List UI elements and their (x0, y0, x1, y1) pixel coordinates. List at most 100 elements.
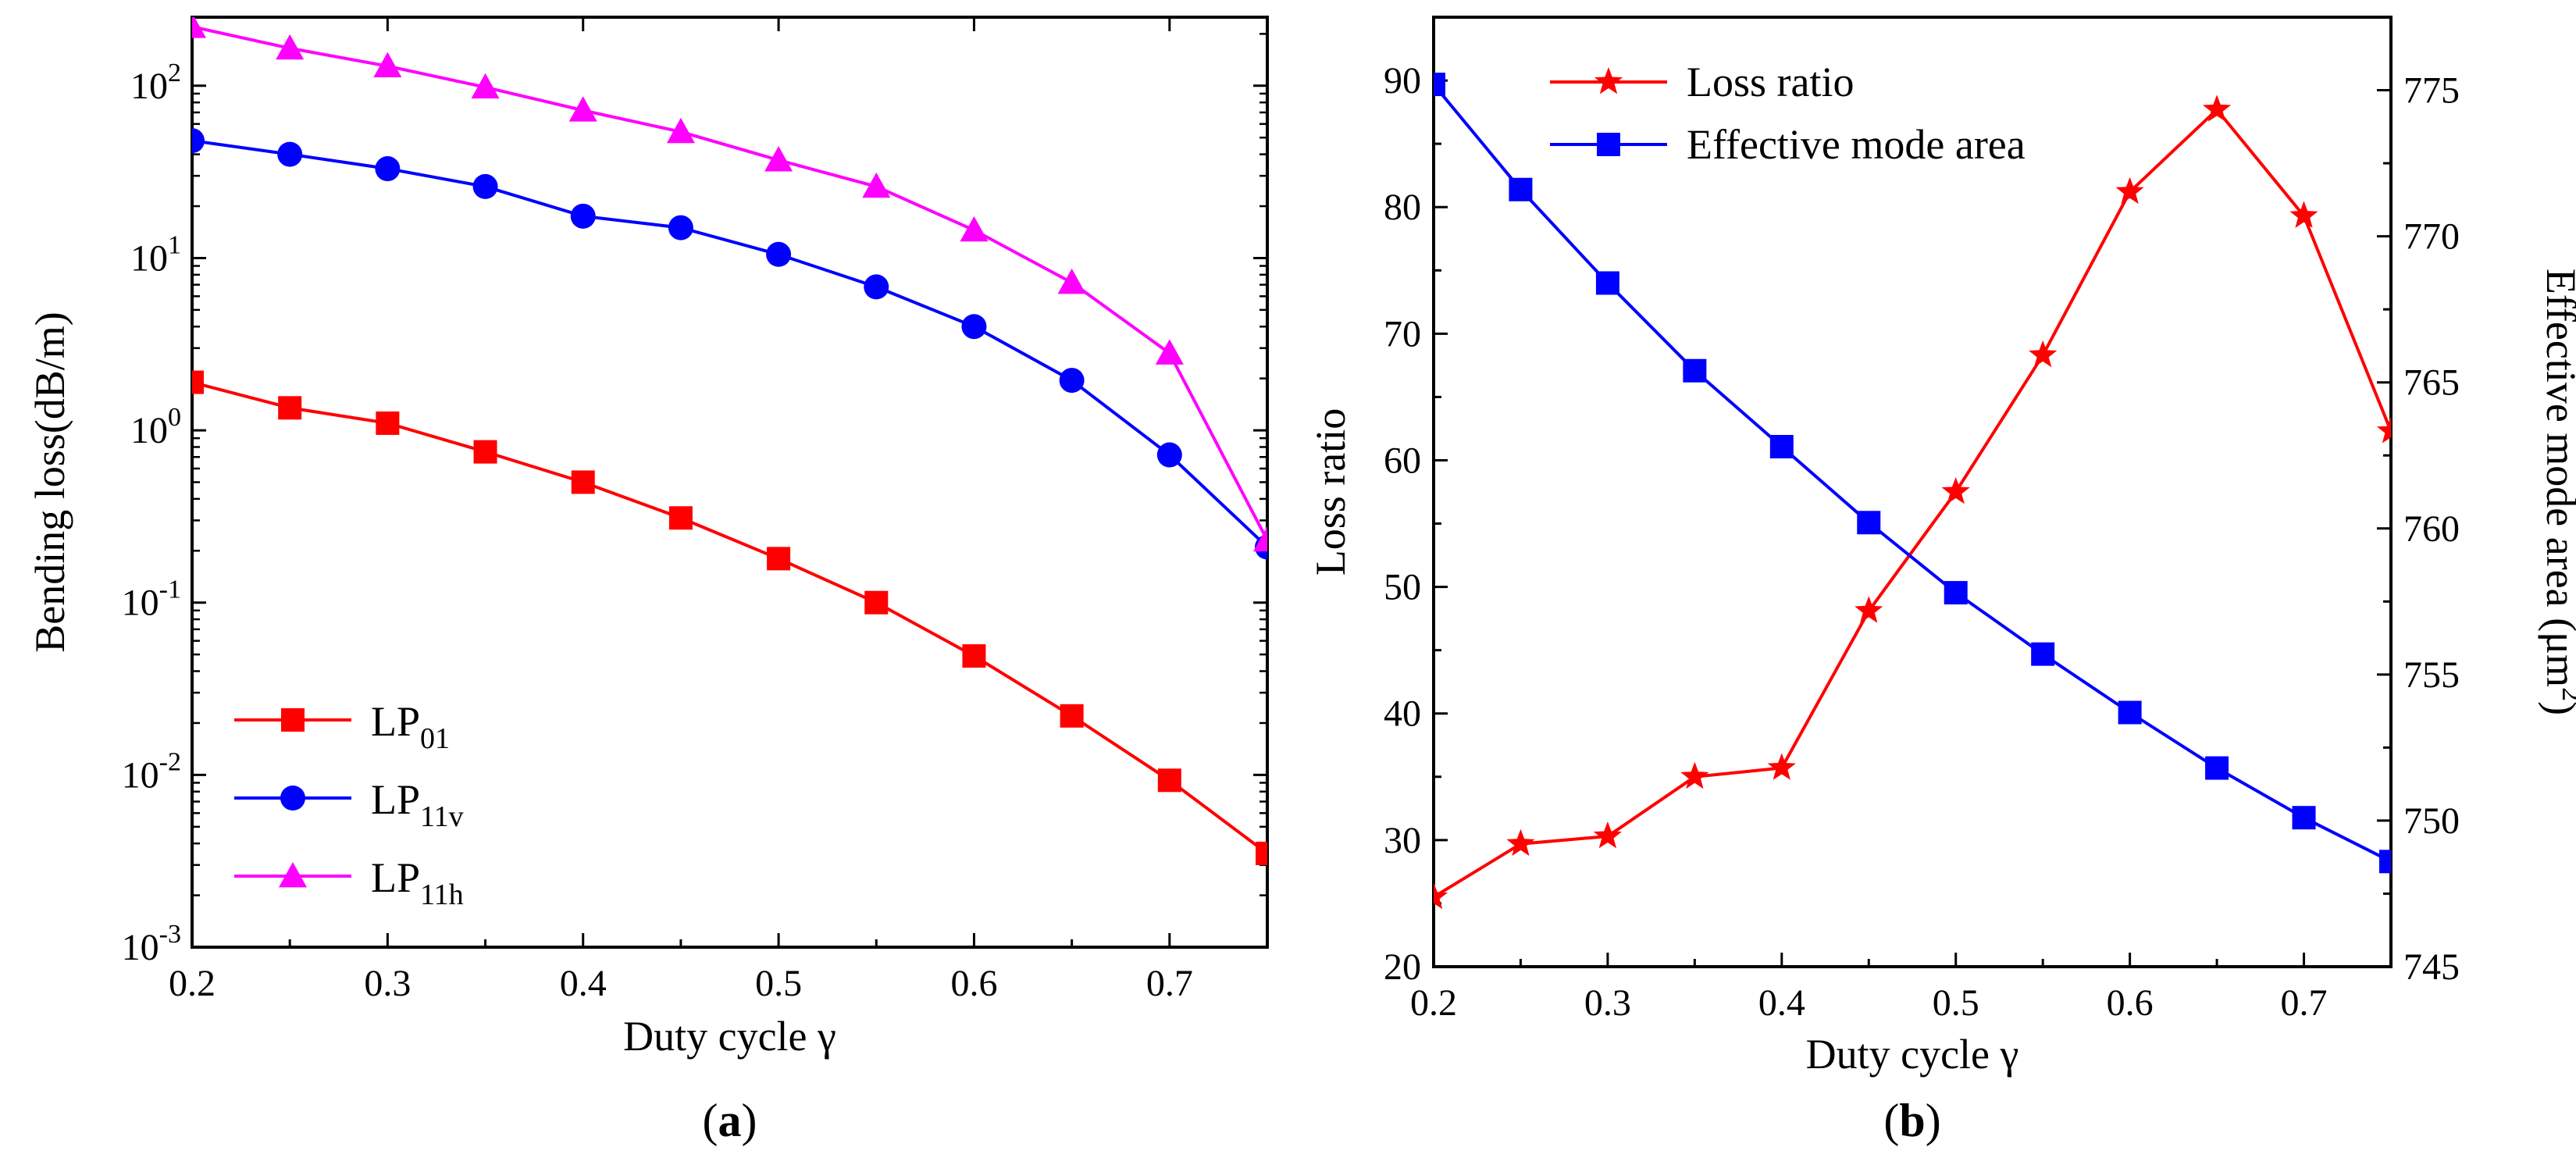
data-point-Effective-mode-area (1857, 511, 1881, 535)
legend-marker-Loss-ratio (1594, 67, 1623, 94)
plot-frame-b (1432, 16, 2393, 968)
panel-label-open: ( (1883, 1095, 1899, 1146)
y-tick-label-left-b: 30 (1384, 820, 1421, 861)
y-tick-base-a: 10 (130, 410, 168, 451)
x-tick-label-a: 0.5 (755, 963, 802, 1004)
data-point-Effective-mode-area (1683, 358, 1707, 383)
legend-label-sub: 11h (420, 878, 464, 911)
x-tick-label-a: 0.6 (950, 963, 997, 1004)
data-point-LP01 (1060, 704, 1084, 728)
data-point-LP01 (962, 644, 986, 668)
data-point-LP11v (570, 203, 596, 229)
legend-label-main: LP (371, 854, 420, 901)
x-tick-label-b: 0.4 (1758, 982, 1805, 1024)
legend-marker-LP11v (280, 786, 305, 811)
y-tick-exp-a: -3 (159, 920, 181, 949)
data-point-Loss-ratio (1506, 828, 1535, 857)
y-tick-base-a: 10 (130, 237, 168, 279)
data-point-Effective-mode-area (1769, 435, 1794, 459)
y-tick-base-a: 10 (122, 583, 159, 624)
data-point-LP11v (668, 215, 693, 241)
panel-label-letter: a (718, 1095, 742, 1146)
data-point-LP11h (862, 172, 891, 198)
data-point-LP11h (1253, 526, 1267, 552)
y-tick-exp-a: 1 (168, 230, 181, 259)
x-tick-label-b: 0.6 (2107, 982, 2154, 1024)
panel-label-letter: b (1899, 1095, 1925, 1146)
panel-label-close: ) (1926, 1095, 1941, 1146)
legend-label-sub: 01 (420, 722, 450, 755)
y-tick-base-a: 10 (130, 66, 168, 107)
data-point-LP11h (373, 52, 402, 78)
series-line-Effective-mode-area (1434, 83, 2391, 864)
data-point-LP11v (375, 156, 401, 182)
y-tick-label-left-b: 50 (1384, 567, 1421, 608)
data-point-LP01 (192, 370, 204, 394)
y-tick-label-left-b: 80 (1384, 187, 1421, 228)
x-tick-label-b: 0.2 (1410, 982, 1457, 1024)
y-tick-base-a: 10 (122, 927, 159, 968)
y-axis-title-right-b: Effective mode area (μm2) (2538, 269, 2576, 715)
data-point-LP11h (471, 73, 500, 99)
y-tick-label-right-b: 775 (2403, 70, 2460, 112)
series-line-LP11h (192, 25, 1267, 541)
series-line-Loss-ratio (1434, 107, 2391, 899)
data-point-LP11v (1156, 442, 1182, 468)
data-point-LP11v (766, 241, 792, 267)
y-tick-label-right-b: 765 (2403, 362, 2460, 404)
data-point-LP11h (192, 17, 206, 38)
x-tick-label-b: 0.3 (1584, 982, 1631, 1024)
legend-label-Effective-mode-area: Effective mode area (1687, 121, 2026, 168)
y-tick-exp-a: -1 (159, 575, 181, 604)
data-point-LP11v (961, 314, 987, 340)
plot-area-a (192, 17, 1267, 865)
data-point-LP01 (767, 547, 791, 571)
data-point-Effective-mode-area (2205, 756, 2229, 780)
data-point-LP01 (1256, 841, 1267, 865)
y-tick-label-a: 101 (130, 230, 181, 279)
y-tick-label-left-b: 70 (1384, 313, 1421, 355)
data-point-LP01 (668, 506, 693, 530)
plot-frame-a (191, 16, 1269, 949)
y-tick-label-a: 10-3 (122, 920, 181, 968)
data-point-Loss-ratio (2203, 94, 2232, 122)
data-point-Effective-mode-area (1595, 271, 1619, 295)
data-point-Loss-ratio (1593, 821, 1622, 849)
panel-label-close: ) (742, 1095, 757, 1146)
legend-label-LP11v: LP11v (371, 776, 464, 833)
y-tick-label-right-b: 760 (2403, 508, 2460, 550)
y-tick-label-a: 10-2 (122, 747, 181, 796)
data-point-LP11v (864, 274, 889, 300)
y-axis-title-left-b: Loss ratio (1307, 408, 1354, 575)
data-point-LP01 (473, 440, 497, 464)
legend-label-main: LP (371, 776, 420, 823)
data-point-LP11h (1057, 268, 1086, 294)
y-axis-title-right-end: ) (2538, 701, 2576, 715)
data-point-LP01 (278, 396, 302, 420)
y-tick-label-left-b: 20 (1384, 946, 1421, 988)
legend-label-main: LP (371, 698, 420, 745)
data-point-LP11h (568, 96, 597, 122)
data-point-Loss-ratio (1434, 882, 1448, 910)
data-point-LP01 (376, 411, 400, 435)
plot-area-b (1434, 73, 2391, 910)
legend-label-sub: 11v (420, 800, 464, 833)
data-point-LP11h (960, 216, 989, 242)
data-point-LP01 (571, 470, 595, 494)
data-point-LP11h (764, 146, 793, 172)
x-tick-label-a: 0.4 (560, 963, 607, 1004)
y-tick-label-left-b: 40 (1384, 693, 1421, 735)
panel-label-open: ( (703, 1095, 718, 1146)
data-point-Effective-mode-area (2031, 642, 2055, 666)
data-point-LP11v (1059, 368, 1085, 394)
data-point-Effective-mode-area (2292, 806, 2316, 830)
y-tick-label-a: 100 (130, 403, 181, 451)
data-point-Effective-mode-area (1944, 581, 1968, 605)
data-point-Loss-ratio (2115, 176, 2144, 205)
data-point-Loss-ratio (1855, 596, 1883, 623)
data-point-Loss-ratio (2376, 416, 2391, 444)
data-point-Loss-ratio (2029, 340, 2058, 368)
y-tick-exp-a: 2 (168, 59, 181, 87)
data-point-LP11v (192, 128, 205, 154)
legend-marker-LP11h (279, 862, 307, 888)
